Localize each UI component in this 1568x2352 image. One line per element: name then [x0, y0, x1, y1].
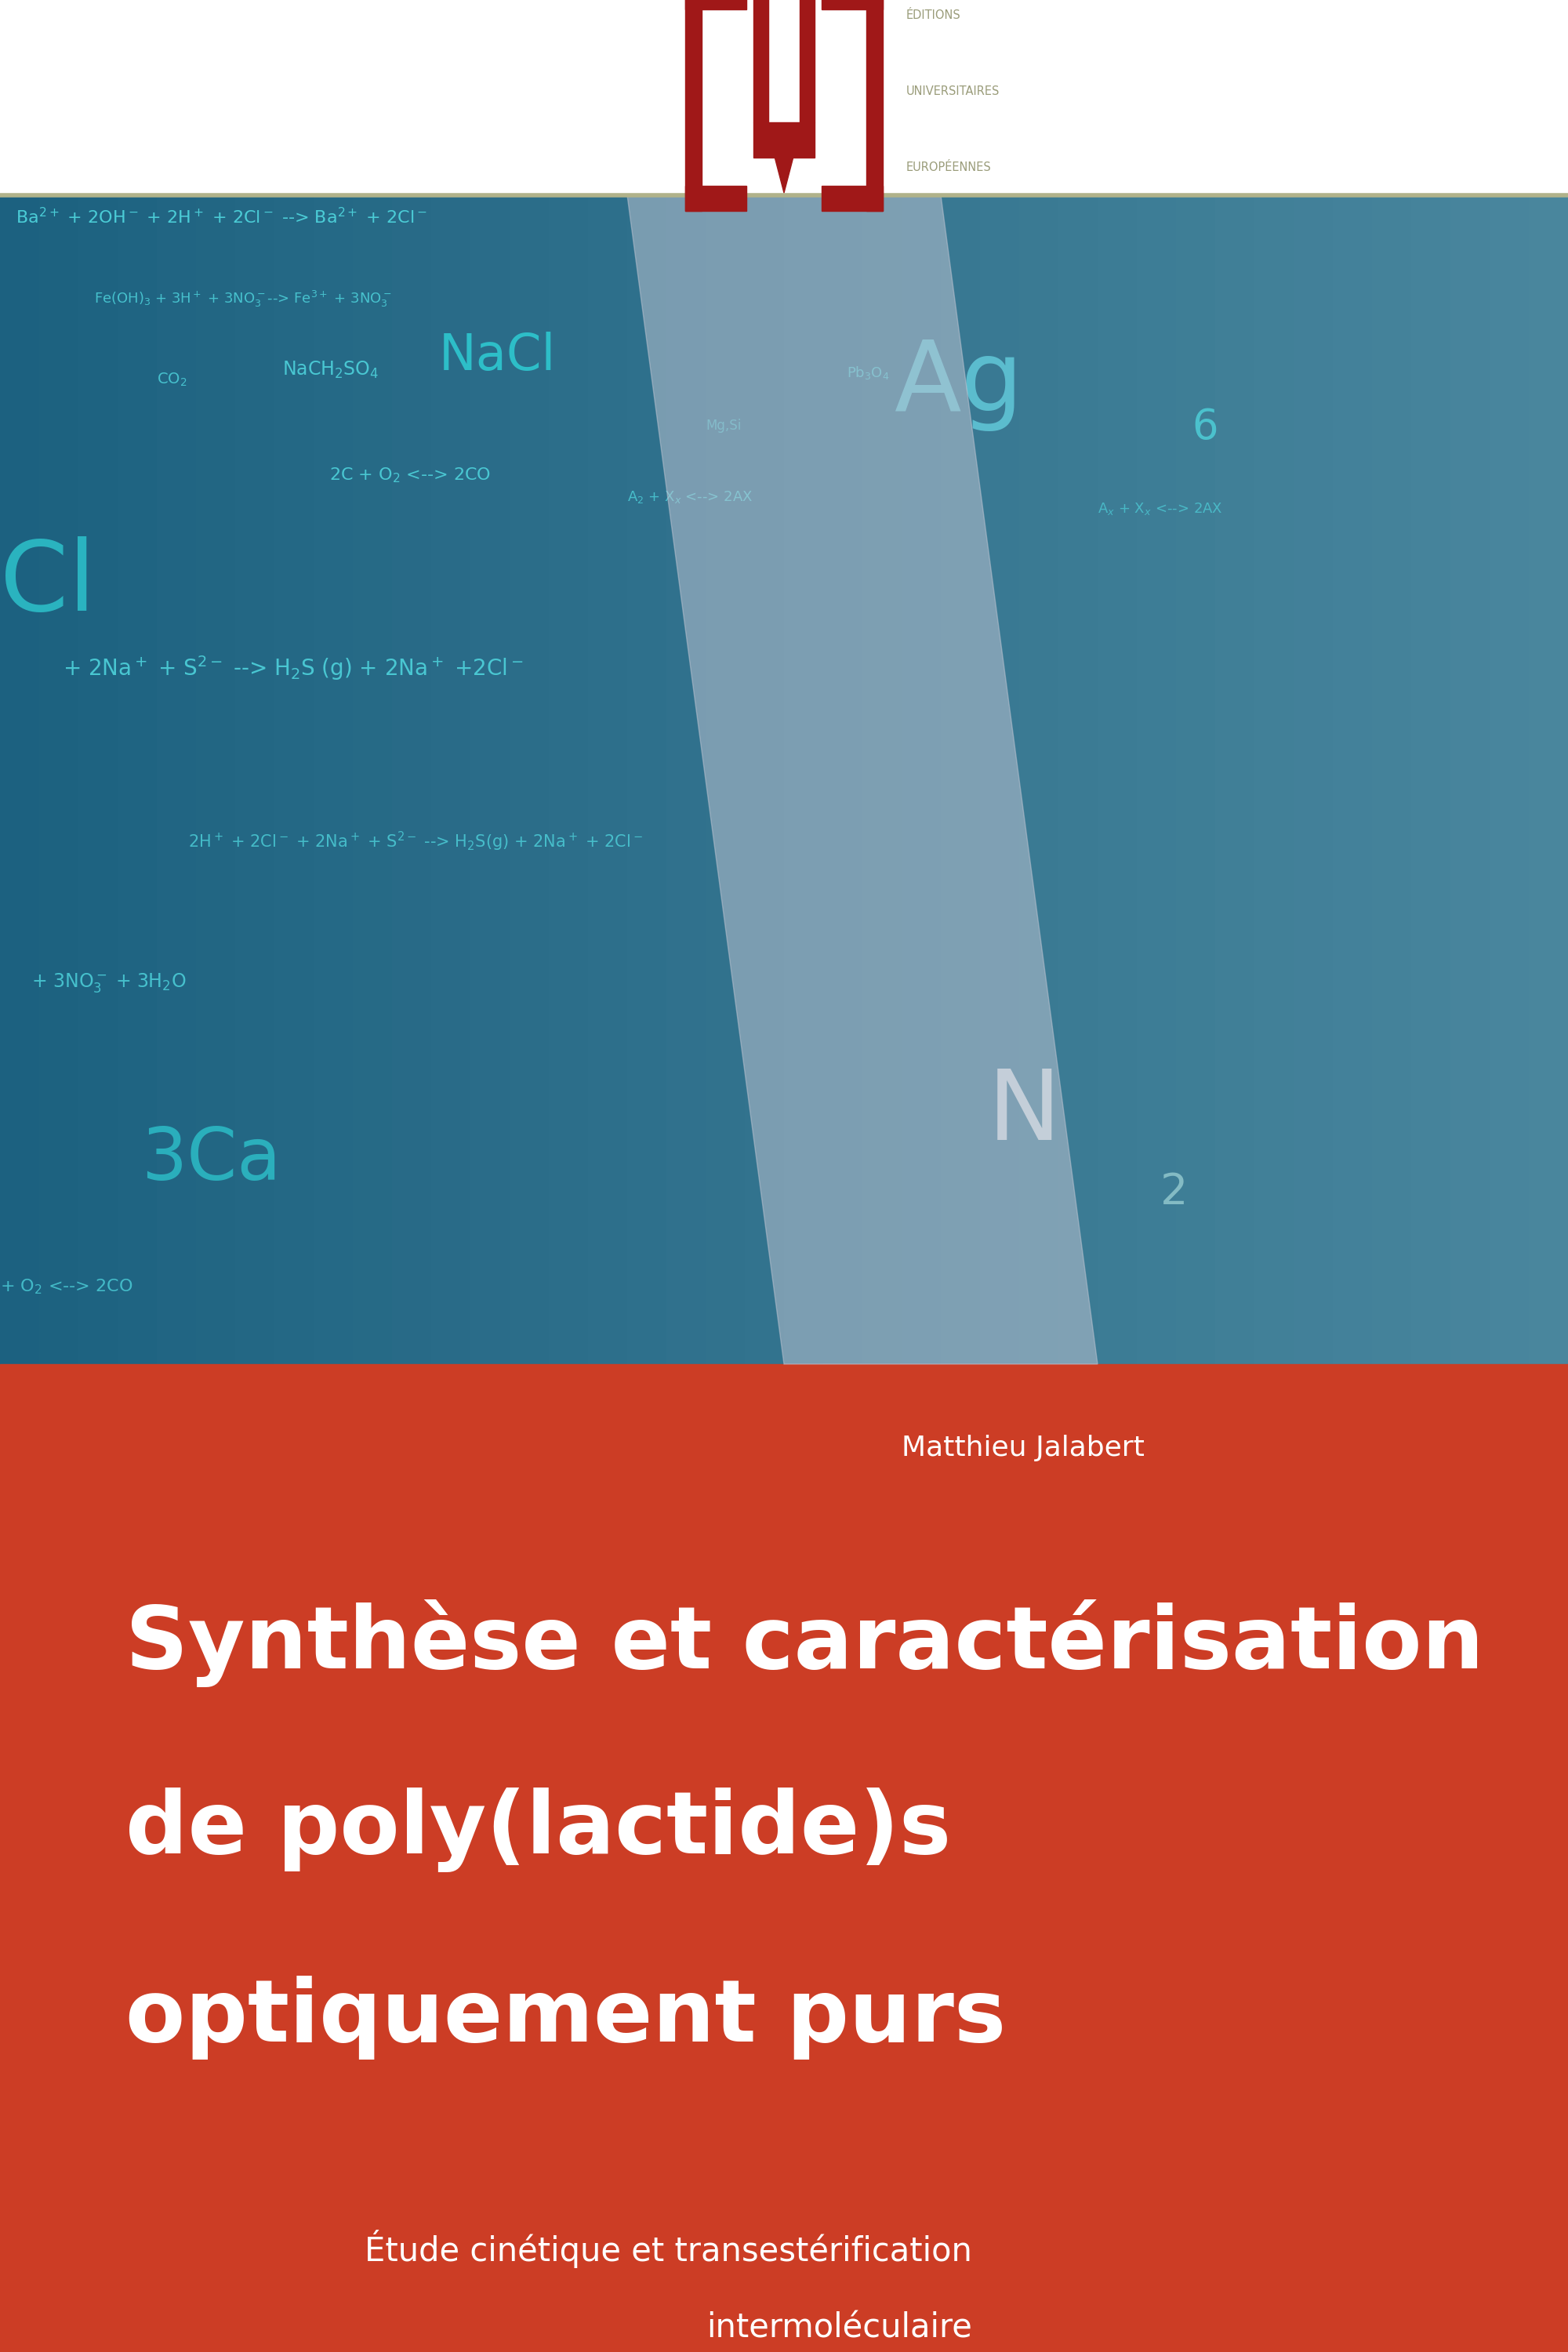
- Bar: [157, 195, 196, 1364]
- Bar: [196, 195, 235, 1364]
- Bar: [1176, 195, 1215, 1364]
- Bar: [0, 195, 39, 1364]
- Bar: [1254, 195, 1294, 1364]
- Bar: [0, 1364, 1568, 2352]
- Text: + 2Na$^+$ + S$^{2-}$ --> H$_2$S (g) + 2Na$^+$ +2Cl$^-$: + 2Na$^+$ + S$^{2-}$ --> H$_2$S (g) + 2N…: [63, 654, 524, 682]
- Text: UNIVERSITAIRES: UNIVERSITAIRES: [906, 85, 1000, 96]
- Bar: [706, 195, 745, 1364]
- Bar: [1215, 195, 1254, 1364]
- Bar: [1372, 195, 1411, 1364]
- Bar: [1333, 195, 1372, 1364]
- Bar: [1098, 195, 1137, 1364]
- Bar: [1450, 195, 1490, 1364]
- Polygon shape: [627, 195, 1098, 1364]
- Text: NaCl: NaCl: [439, 332, 557, 381]
- Text: de poly(lactide)s: de poly(lactide)s: [125, 1788, 952, 1872]
- Bar: [822, 186, 883, 212]
- Bar: [862, 195, 902, 1364]
- Bar: [685, 0, 702, 212]
- Bar: [745, 195, 784, 1364]
- Text: Synthèse et caractérisation: Synthèse et caractérisation: [125, 1599, 1483, 1686]
- Bar: [1490, 195, 1529, 1364]
- Bar: [980, 195, 1019, 1364]
- Text: 6: 6: [1192, 407, 1218, 447]
- Bar: [666, 195, 706, 1364]
- Bar: [549, 195, 588, 1364]
- Text: N: N: [988, 1065, 1062, 1160]
- Bar: [823, 195, 862, 1364]
- Bar: [941, 195, 980, 1364]
- Text: CO$_2$: CO$_2$: [157, 372, 187, 388]
- Bar: [1294, 195, 1333, 1364]
- Text: intermoléculaire: intermoléculaire: [707, 2312, 972, 2345]
- Bar: [627, 195, 666, 1364]
- Text: A$_x$ + X$_x$ <--> 2AX: A$_x$ + X$_x$ <--> 2AX: [1098, 501, 1223, 517]
- Bar: [470, 195, 510, 1364]
- Bar: [431, 195, 470, 1364]
- Bar: [235, 195, 274, 1364]
- Text: Mg,Si: Mg,Si: [706, 419, 742, 433]
- Text: EUROPÉENNES: EUROPÉENNES: [906, 162, 991, 174]
- Bar: [902, 195, 941, 1364]
- Bar: [1058, 195, 1098, 1364]
- Bar: [753, 122, 815, 158]
- Text: + 3NO$_3^-$ + 3H$_2$O: + 3NO$_3^-$ + 3H$_2$O: [31, 971, 187, 995]
- Bar: [784, 195, 823, 1364]
- Bar: [588, 195, 627, 1364]
- Bar: [1529, 195, 1568, 1364]
- Polygon shape: [775, 158, 793, 193]
- Text: optiquement purs: optiquement purs: [125, 1976, 1007, 2060]
- Text: Matthieu Jalabert: Matthieu Jalabert: [902, 1435, 1145, 1461]
- Text: 2C + O$_2$ <--> 2CO: 2C + O$_2$ <--> 2CO: [329, 466, 491, 485]
- Bar: [314, 195, 353, 1364]
- Text: + O$_2$ <--> 2CO: + O$_2$ <--> 2CO: [0, 1277, 133, 1296]
- Bar: [510, 195, 549, 1364]
- Bar: [685, 186, 746, 212]
- Bar: [274, 195, 314, 1364]
- Bar: [822, 0, 883, 9]
- Bar: [1137, 195, 1176, 1364]
- Bar: [39, 195, 78, 1364]
- Bar: [1411, 195, 1450, 1364]
- Bar: [353, 195, 392, 1364]
- Text: Pb$_3$O$_4$: Pb$_3$O$_4$: [847, 365, 889, 381]
- Bar: [685, 0, 746, 9]
- Text: NaCH$_2$SO$_4$: NaCH$_2$SO$_4$: [282, 360, 379, 381]
- Text: Étude cinétique et transestérification: Étude cinétique et transestérification: [365, 2230, 972, 2267]
- Bar: [1019, 195, 1058, 1364]
- Bar: [78, 195, 118, 1364]
- Bar: [800, 0, 815, 122]
- Text: 2: 2: [1160, 1171, 1189, 1214]
- Text: 3Ca: 3Ca: [141, 1124, 281, 1195]
- Text: Cl: Cl: [0, 536, 96, 630]
- Text: Fe(OH)$_3$ + 3H$^+$ + 3NO$_3^-$--> Fe$^{3+}$ + 3NO$_3^-$: Fe(OH)$_3$ + 3H$^+$ + 3NO$_3^-$--> Fe$^{…: [94, 289, 392, 308]
- Text: ÉDITIONS: ÉDITIONS: [906, 9, 961, 21]
- Bar: [866, 0, 883, 212]
- Text: A$_2$ + X$_x$ <--> 2AX: A$_2$ + X$_x$ <--> 2AX: [627, 489, 753, 506]
- Bar: [753, 0, 768, 122]
- Bar: [392, 195, 431, 1364]
- Text: 2H$^+$ + 2Cl$^-$ + 2Na$^+$ + S$^{2-}$ --> H$_2$S(g) + 2Na$^+$ + 2Cl$^-$: 2H$^+$ + 2Cl$^-$ + 2Na$^+$ + S$^{2-}$ --…: [188, 830, 643, 854]
- Text: Ag: Ag: [894, 336, 1022, 430]
- Text: $\mathregular{Ba}^{2+}$ + 2OH$^-$ + 2H$^+$ + 2Cl$^-$ --> Ba$^{2+}$ + 2Cl$^-$: $\mathregular{Ba}^{2+}$ + 2OH$^-$ + 2H$^…: [16, 207, 426, 226]
- Bar: [0, 0, 1568, 195]
- Bar: [118, 195, 157, 1364]
